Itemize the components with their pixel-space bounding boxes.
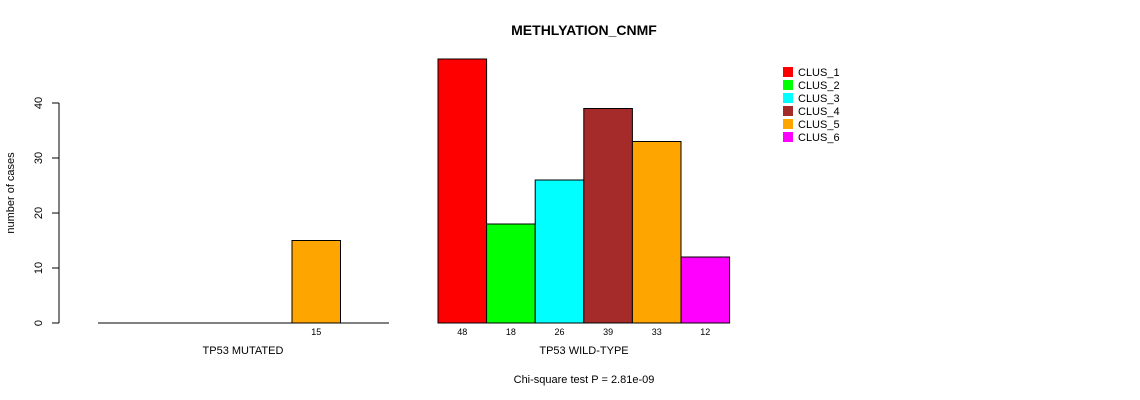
legend-label: CLUS_1: [798, 67, 840, 79]
bar-count-label: 39: [603, 327, 613, 337]
bar-count-label: 18: [506, 327, 516, 337]
y-tick-label: 20: [33, 207, 45, 219]
bar: [437, 58, 488, 324]
group-labels: TP53 MUTATED TP53 WILD-TYPE: [203, 345, 629, 357]
legend-swatch: [783, 132, 793, 142]
y-axis-label: number of cases: [5, 152, 17, 234]
y-axis: 0 10 20 30 40: [33, 97, 60, 326]
y-tick-label: 0: [33, 320, 45, 326]
bar: [291, 240, 341, 324]
bar: [486, 223, 536, 324]
legend-swatch: [783, 119, 793, 129]
bar-count-label: 48: [457, 327, 467, 337]
bar: [534, 179, 585, 324]
bar: [680, 256, 731, 324]
legend-label: CLUS_3: [798, 93, 840, 105]
y-tick-label: 30: [33, 152, 45, 164]
legend-label: CLUS_5: [798, 119, 840, 131]
bar-count-label: 15: [311, 327, 321, 337]
bar-count-label: 33: [652, 327, 662, 337]
y-tick-label: 10: [33, 262, 45, 274]
legend-swatch: [783, 80, 793, 90]
chart-title: METHLYATION_CNMF: [511, 22, 657, 38]
bars-layer: 15 48 18 26 39 33 12: [98, 58, 731, 337]
bar: [583, 108, 633, 324]
group-label: TP53 MUTATED: [203, 345, 284, 357]
bar: [631, 141, 682, 324]
bar-count-label: 12: [700, 327, 710, 337]
legend-swatch: [783, 106, 793, 116]
legend-swatch: [783, 93, 793, 103]
chi-square-footer: Chi-square test P = 2.81e-09: [514, 374, 655, 386]
legend-swatch: [783, 67, 793, 77]
bar-count-label: 26: [554, 327, 564, 337]
legend-label: CLUS_6: [798, 132, 840, 144]
y-tick-label: 40: [33, 97, 45, 109]
legend-label: CLUS_2: [798, 80, 840, 92]
legend-label: CLUS_4: [798, 106, 840, 118]
group-label: TP53 WILD-TYPE: [539, 345, 628, 357]
